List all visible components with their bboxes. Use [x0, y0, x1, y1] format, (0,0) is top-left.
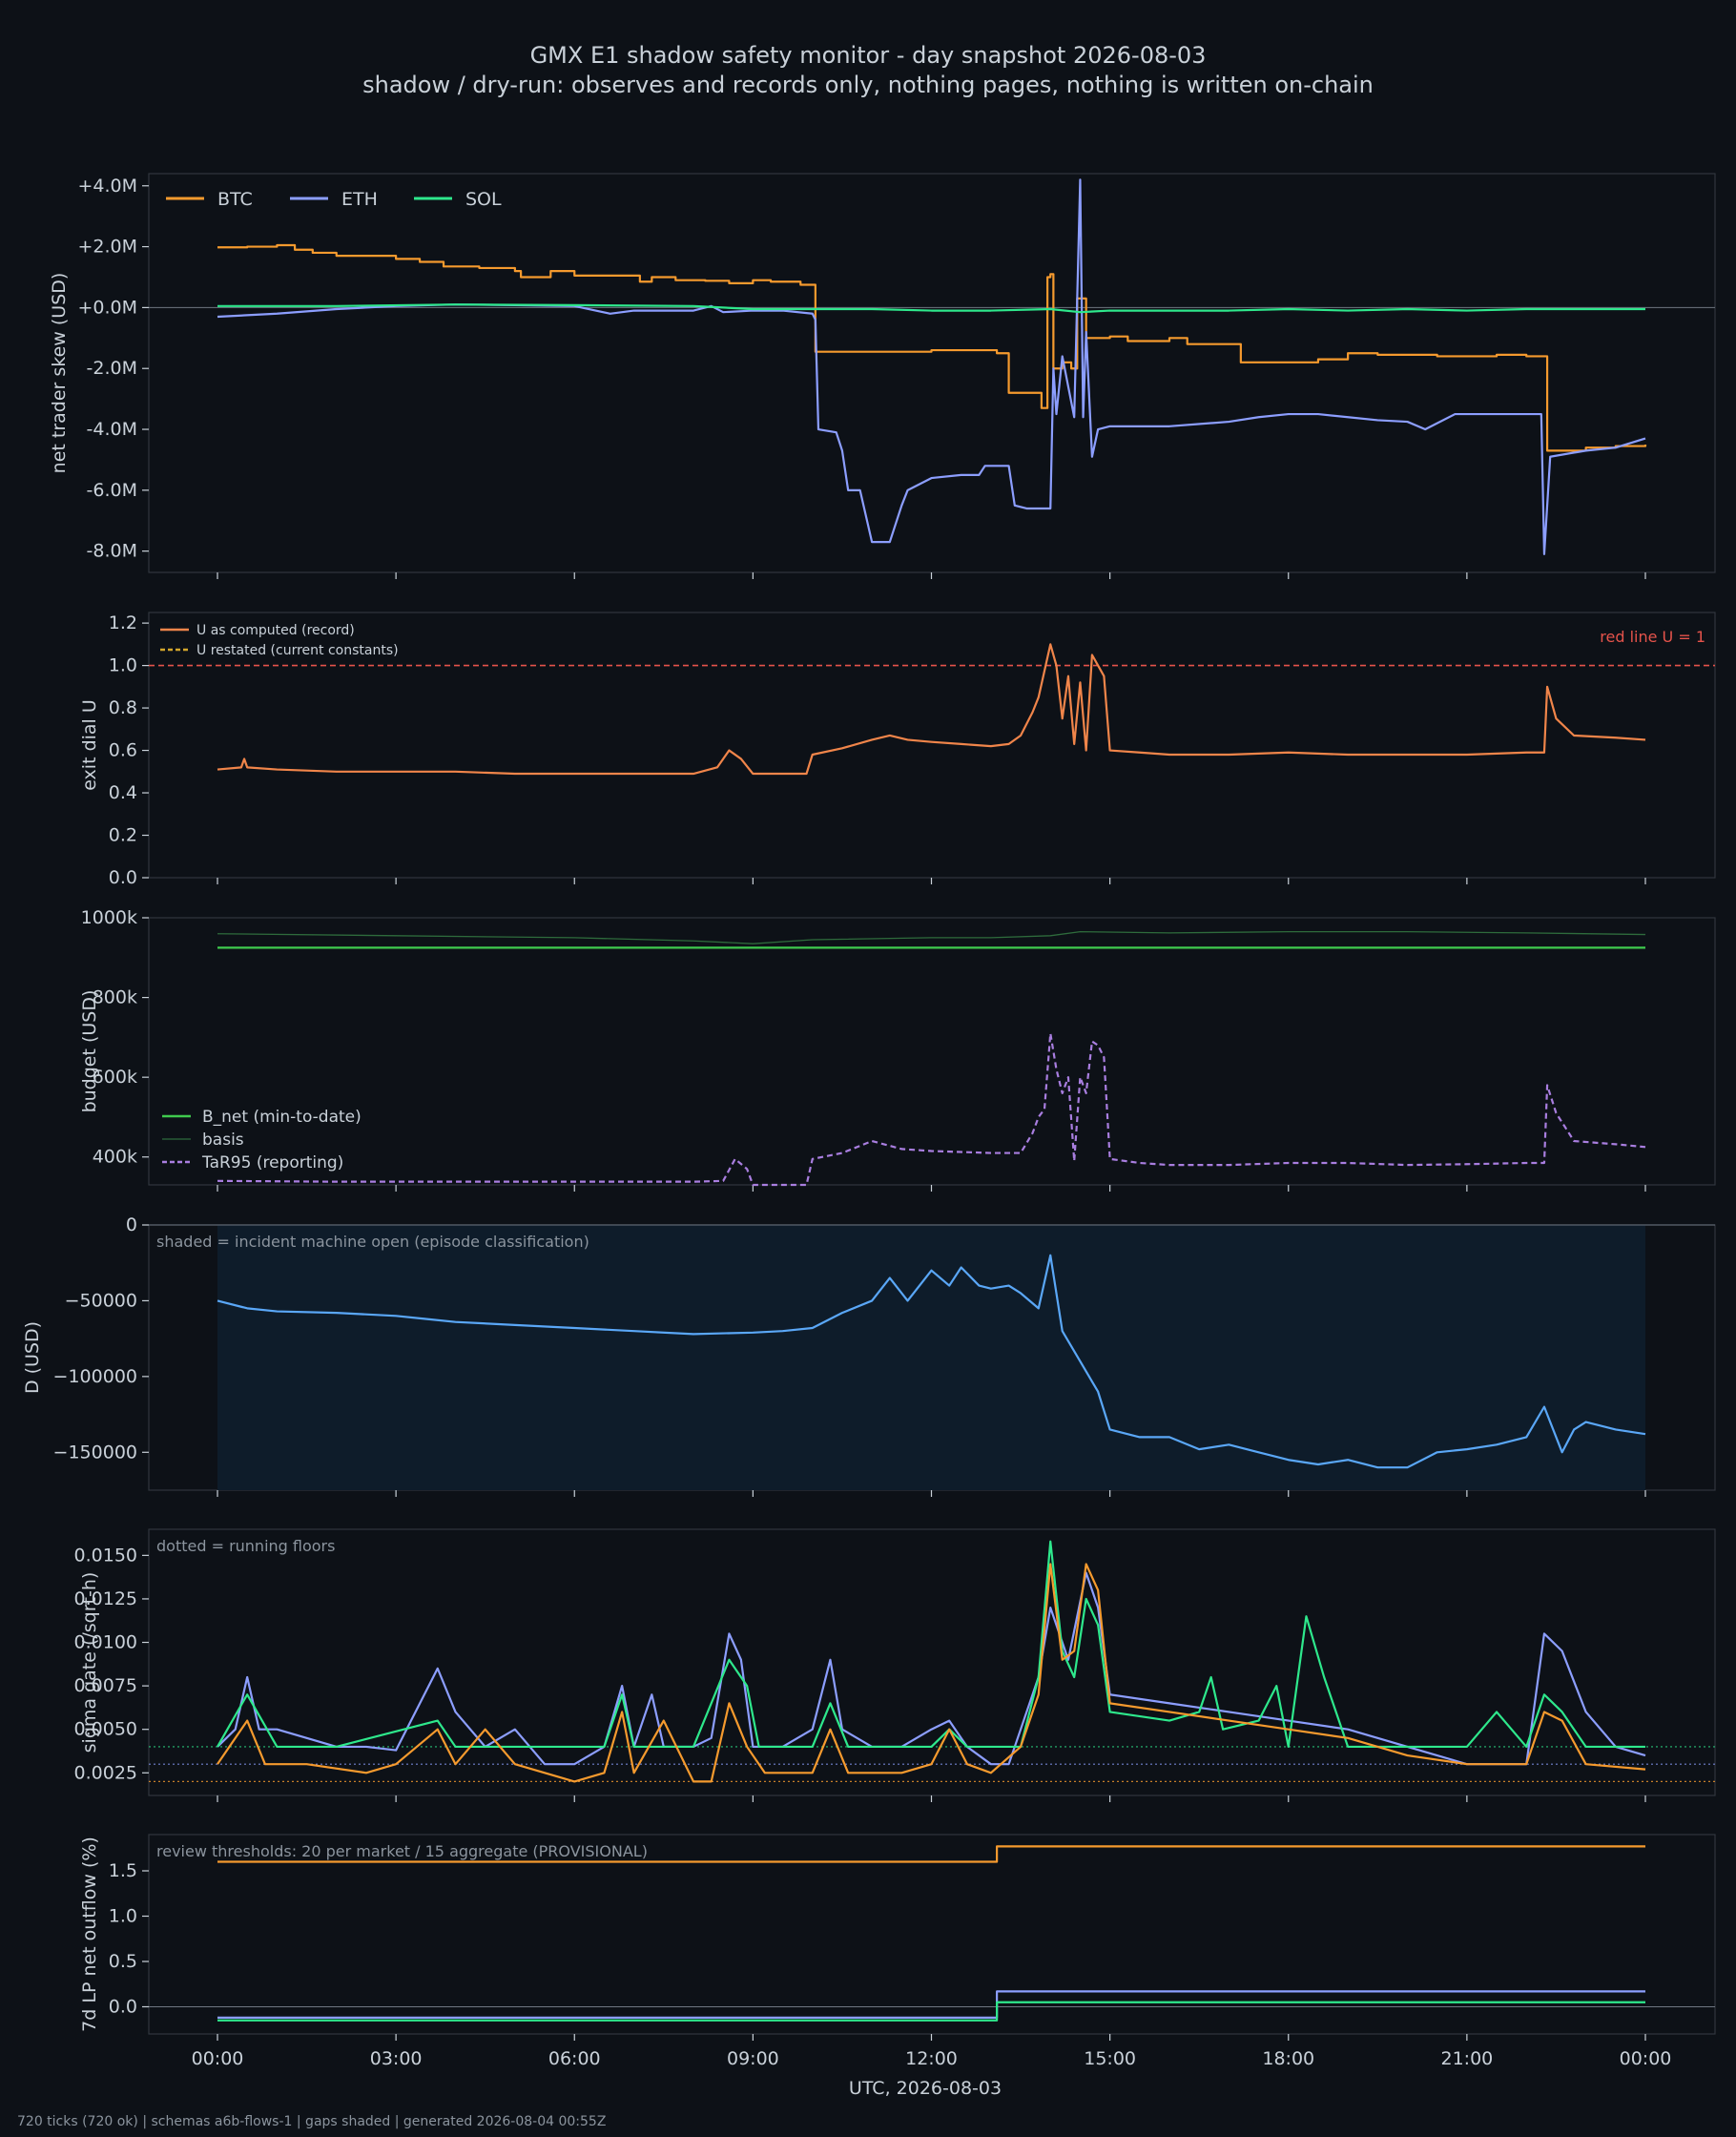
x-tick-label: 00:00 [1620, 2048, 1672, 2069]
y-tick-label: -4.0M [87, 419, 137, 440]
panel-frame [148, 917, 1716, 1186]
legend-label: BTC [217, 189, 253, 210]
y-tick-label: −100000 [53, 1366, 137, 1387]
x-tick-label: 09:00 [727, 2048, 779, 2069]
y-tick-label: 0.2 [109, 825, 137, 846]
panel-2: 0.0 0.2 0.4 0.6 0.8 1.0 1.2 exit dial U red line… [79, 612, 1716, 888]
x-tick-label: 00:00 [192, 2048, 244, 2069]
legend-label: U restated (current constants) [196, 643, 399, 658]
y-axis-label: net trader skew (USD) [49, 273, 70, 474]
y-tick-label: 0.0125 [74, 1588, 137, 1609]
y-tick-label: 1.0 [109, 1906, 137, 1927]
chart-subtitle: shadow / dry-run: observes and records o… [362, 72, 1374, 98]
y-tick-label: 800k [93, 987, 137, 1008]
panel-5: 0.0025 0.0050 0.0075 0.0100 0.0125 0.0150 sigm… [74, 1528, 1716, 1802]
y-tick-label: −150000 [53, 1442, 137, 1463]
y-tick-label: -2.0M [87, 358, 137, 379]
panel-3: 400k 600k 800k 1000k budget (USD) B_net (min-… [79, 907, 1716, 1192]
panel-note: review thresholds: 20 per market / 15 ag… [156, 1842, 648, 1860]
panel-note: shaded = incident machine open (episode … [156, 1233, 589, 1251]
chart-title: GMX E1 shadow safety monitor - day snaps… [530, 42, 1207, 69]
y-tick-label: 1.5 [109, 1860, 137, 1881]
y-tick-label: 0.0150 [74, 1545, 137, 1566]
panel-frame [148, 1834, 1716, 2035]
legend-label: SOL [465, 189, 502, 210]
x-axis-label: UTC, 2026-08-03 [849, 2078, 1002, 2099]
panel-1: +4.0M +2.0M +0.0M -2.0M -4.0M -6.0M -8.0M net t… [49, 173, 1716, 579]
y-tick-label: 0.0025 [74, 1762, 137, 1783]
series-line-btc [217, 1563, 1646, 1783]
y-tick-label: 1.0 [109, 655, 137, 676]
y-tick-label: 400k [93, 1147, 137, 1168]
series-line-d [217, 1254, 1646, 1469]
panel-frame [148, 1528, 1716, 1796]
y-tick-label: 600k [93, 1067, 137, 1088]
panel-6: 0.0 0.5 1.0 1.5 00:00 03:00 06:00 09:00 12:00 15:… [79, 1834, 1716, 2099]
y-tick-label: 1000k [81, 907, 137, 928]
series-line-btc [217, 243, 1647, 452]
y-axis-label: budget (USD) [79, 990, 100, 1113]
y-tick-label: 0 [126, 1214, 137, 1235]
series-line-basis [217, 930, 1646, 944]
incident-shade [217, 1225, 1645, 1490]
y-axis-label: exit dial U [79, 699, 100, 791]
y-tick-label: −50000 [65, 1290, 137, 1311]
y-tick-label: +0.0M [77, 297, 137, 318]
legend-label: U as computed (record) [196, 623, 355, 638]
panels-group: +4.0M +2.0M +0.0M -2.0M -4.0M -6.0M -8.0M net t… [22, 173, 1716, 2099]
y-tick-label: 0.0050 [74, 1719, 137, 1740]
y-tick-label: -6.0M [87, 480, 137, 501]
x-tick-label: 12:00 [905, 2048, 958, 2069]
panel-frame [148, 612, 1716, 879]
panel-note: dotted = running floors [156, 1537, 335, 1555]
legend-label: basis [202, 1131, 244, 1150]
legend-label: TaR95 (reporting) [201, 1153, 343, 1172]
series-line-sol [217, 303, 1645, 314]
footer-text: 720 ticks (720 ok) | schemas a6b-flows-1… [17, 2114, 606, 2129]
y-tick-label: 0.0075 [74, 1675, 137, 1696]
series-line-eth [217, 1571, 1646, 1766]
panel-frame [148, 173, 1716, 573]
x-tick-label: 06:00 [548, 2048, 601, 2069]
x-tick-label: 21:00 [1440, 2048, 1493, 2069]
y-tick-label: 0.4 [109, 782, 137, 803]
legend-label: B_net (min-to-date) [202, 1108, 362, 1127]
y-tick-label: -8.0M [87, 541, 137, 562]
series-line-sol [217, 1540, 1645, 1749]
y-tick-label: 0.0 [109, 867, 137, 888]
series-line-tar95-reporting [217, 1032, 1646, 1187]
x-tick-label: 15:00 [1084, 2048, 1136, 2069]
legend-label: ETH [341, 189, 378, 210]
y-tick-label: 0.8 [109, 697, 137, 718]
y-tick-label: 0.5 [109, 1951, 137, 1972]
y-tick-label: 0.0100 [74, 1632, 137, 1653]
y-tick-label: +2.0M [77, 237, 137, 258]
y-axis-label: 7d LP net outflow (%) [79, 1836, 100, 2032]
x-tick-label: 03:00 [370, 2048, 423, 2069]
red-line-annotation: red line U = 1 [1600, 628, 1705, 646]
y-tick-label: 1.2 [109, 612, 137, 633]
y-tick-label: +4.0M [77, 176, 137, 197]
y-tick-label: 0.6 [109, 740, 137, 761]
series-line-sol [217, 2001, 1645, 2022]
x-tick-label: 18:00 [1262, 2048, 1314, 2069]
y-axis-label: sigma gate (/sqrt-h) [79, 1572, 100, 1753]
panel-4: 0 −50000 −100000 −150000 D (USD) shaded = inc… [22, 1214, 1716, 1497]
series-line-u-as-computed-record [217, 643, 1646, 776]
series-line-btc [217, 1845, 1645, 1863]
y-tick-label: 0.0 [109, 1997, 137, 2018]
y-axis-label: D (USD) [22, 1321, 43, 1394]
